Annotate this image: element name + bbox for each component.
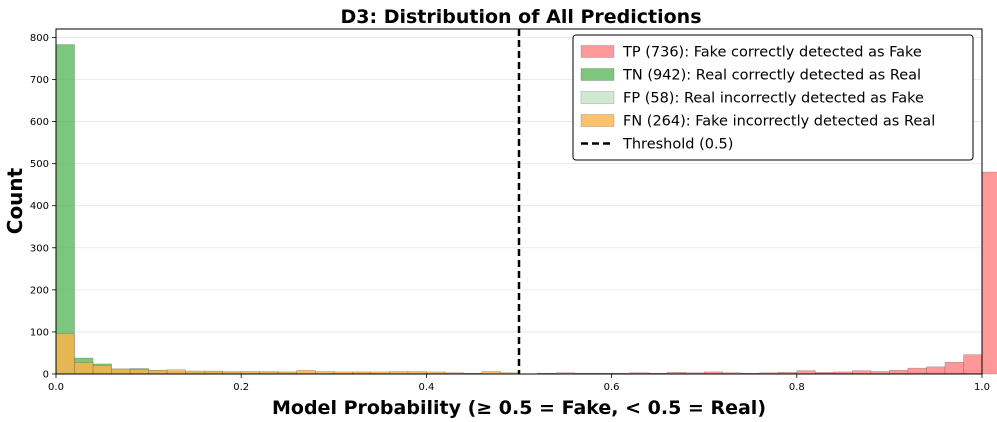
bar-series3-bin6 bbox=[166, 369, 186, 375]
legend-swatch-2 bbox=[580, 91, 615, 104]
legend-label-1: TN (942): Real correctly detected as Rea… bbox=[622, 68, 921, 84]
bar-series3-bin13 bbox=[296, 369, 316, 375]
bar-series3-bin5 bbox=[148, 369, 168, 375]
y-axis-label: Count bbox=[3, 167, 27, 234]
bars-layer bbox=[55, 44, 997, 375]
bar-series3-bin0 bbox=[55, 333, 75, 375]
x-tick-label-5: 1.0 bbox=[974, 382, 990, 393]
bar-series0-bin46 bbox=[907, 367, 927, 375]
y-tick-label-8: 800 bbox=[30, 33, 49, 44]
legend-swatch-3 bbox=[580, 114, 615, 127]
y-axis-ticks: 0 100 200 300 400 500 600 700 800 bbox=[30, 33, 56, 381]
legend-swatch-1 bbox=[580, 68, 615, 81]
x-tick-label-1: 0.2 bbox=[233, 382, 249, 393]
bar-series3-bin1 bbox=[74, 362, 94, 375]
x-axis-ticks: 0.0 0.2 0.4 0.6 0.8 1.0 bbox=[48, 374, 990, 393]
chart-title: D3: Distribution of All Predictions bbox=[341, 6, 702, 28]
x-tick-label-2: 0.4 bbox=[418, 382, 434, 393]
bar-series0-bin48 bbox=[944, 361, 964, 375]
legend-label-2: FP (58): Real incorrectly detected as Fa… bbox=[623, 91, 924, 107]
bar-series0-bin43 bbox=[852, 370, 872, 375]
bar-series0-bin49 bbox=[963, 354, 983, 375]
y-tick-label-1: 100 bbox=[30, 327, 49, 338]
plot-frame bbox=[55, 28, 983, 375]
y-tick-label-5: 500 bbox=[30, 159, 49, 170]
bar-series0-bin50 bbox=[981, 171, 997, 375]
y-tick-label-3: 300 bbox=[30, 243, 49, 254]
bar-series0-bin45 bbox=[889, 369, 909, 375]
x-tick-label-0: 0.0 bbox=[48, 382, 64, 393]
bar-series1-bin0 bbox=[55, 44, 75, 375]
legend-label-3: FN (264): Fake incorrectly detected as R… bbox=[623, 114, 935, 130]
y-tick-label-0: 0 bbox=[43, 370, 49, 381]
y-tick-label-7: 700 bbox=[30, 75, 49, 86]
y-tick-label-4: 400 bbox=[30, 201, 49, 212]
legend-swatch-0 bbox=[580, 45, 615, 58]
y-tick-label-6: 600 bbox=[30, 117, 49, 128]
legend-box bbox=[572, 34, 974, 161]
x-tick-label-3: 0.6 bbox=[604, 382, 620, 393]
legend-label-0: TP (736): Fake correctly detected as Fak… bbox=[622, 45, 922, 61]
bar-series3-bin4 bbox=[129, 369, 149, 375]
y-tick-label-2: 200 bbox=[30, 285, 49, 296]
bar-series3-bin2 bbox=[92, 365, 112, 375]
x-tick-label-4: 0.8 bbox=[789, 382, 805, 393]
bar-series0-bin47 bbox=[926, 366, 946, 375]
legend-label-4: Threshold (0.5) bbox=[622, 137, 733, 153]
bar-series3-bin3 bbox=[111, 368, 131, 375]
bar-series0-bin40 bbox=[796, 370, 816, 375]
legend: TP (736): Fake correctly detected as Fak… bbox=[572, 34, 974, 161]
x-axis-label: Model Probability (≥ 0.5 = Fake, < 0.5 =… bbox=[272, 397, 766, 419]
